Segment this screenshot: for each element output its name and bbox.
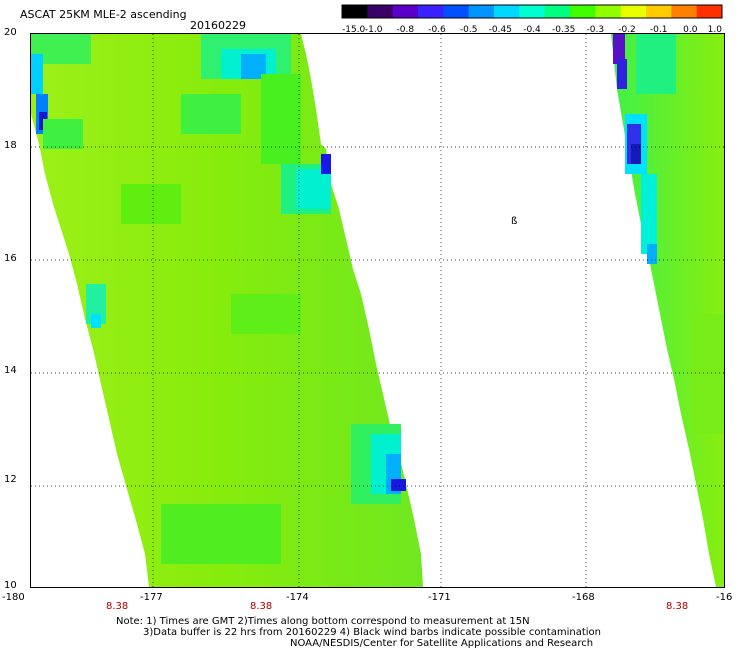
colorbar-swatch: [595, 5, 622, 18]
colorbar-label: -0.2: [618, 25, 636, 34]
colorbar-swatch: [696, 5, 723, 18]
map-plot-area: ß: [21, 33, 725, 588]
grid-lines: [31, 34, 724, 587]
colorbar-swatch: [443, 5, 470, 18]
pass-time-3: 8.38: [666, 601, 689, 612]
right-swath-features: [613, 34, 724, 434]
colorbar-swatch: [418, 5, 444, 18]
product-date: 20160229: [190, 19, 246, 32]
colorbar-swatch: [544, 5, 571, 18]
y-tick-10: 10: [4, 580, 17, 591]
colorbar-label: -0.5: [460, 25, 478, 34]
colorbar-swatch: [468, 5, 495, 18]
left-swath-features: [31, 34, 406, 564]
x-tick-171w: -171: [428, 592, 451, 603]
colorbar-swatch: [392, 5, 419, 18]
colorbar-label: -0.45: [489, 25, 512, 34]
x-tick-168w: -168: [572, 592, 595, 603]
colorbar: -15.0 -1.0 -0.8 -0.6 -0.5 -0.45 -0.4 -0.35 -0.3 -…: [341, 4, 723, 34]
y-tick-14: 14: [4, 365, 17, 376]
colorbar-label: -0.6: [428, 25, 446, 34]
colorbar-swatch: [620, 5, 647, 18]
colorbar-label: 0.0: [683, 25, 698, 34]
product-title: ASCAT 25KM MLE-2 ascending: [20, 8, 187, 21]
x-tick-177w: -177: [140, 592, 163, 603]
x-tick-165w: -16: [716, 592, 733, 603]
colorbar-label: -0.8: [397, 25, 415, 34]
island-marker: ß: [511, 216, 517, 227]
colorbar-border: [341, 4, 723, 19]
y-tick-12: 12: [4, 474, 17, 485]
colorbar-swatch: [570, 5, 596, 18]
x-tick-174w: -174: [286, 592, 309, 603]
colorbar-label: -0.35: [552, 25, 575, 34]
colorbar-swatch: [646, 5, 672, 18]
colorbar-label: 1.0: [708, 25, 723, 34]
colorbar-label: -0.1: [650, 25, 668, 34]
colorbar-swatch: [342, 5, 368, 18]
colorbar-swatch: [519, 5, 546, 18]
y-tick-20: 20: [4, 27, 17, 38]
note-line-1: Note: 1) Times are GMT 2)Times along bot…: [116, 616, 530, 627]
colorbar-swatch: [671, 5, 698, 18]
y-tick-18: 18: [4, 140, 17, 151]
note-line-2: 3)Data buffer is 22 hrs from 20160229 4)…: [143, 627, 601, 638]
colorbar-label: -0.3: [587, 25, 605, 34]
pass-time-1: 8.38: [106, 601, 129, 612]
colorbar-swatch: [367, 5, 394, 18]
colorbar-label: -15.0: [342, 25, 366, 34]
colorbar-label: -1.0: [365, 25, 383, 34]
note-line-3: NOAA/NESDIS/Center for Satellite Applica…: [290, 638, 594, 649]
colorbar-swatch: [494, 5, 520, 18]
x-tick-180w: -180: [2, 592, 25, 603]
y-tick-16: 16: [4, 253, 17, 264]
colorbar-label: -0.4: [523, 25, 541, 34]
map-canvas: ß: [21, 34, 724, 587]
pass-time-2: 8.38: [250, 601, 273, 612]
